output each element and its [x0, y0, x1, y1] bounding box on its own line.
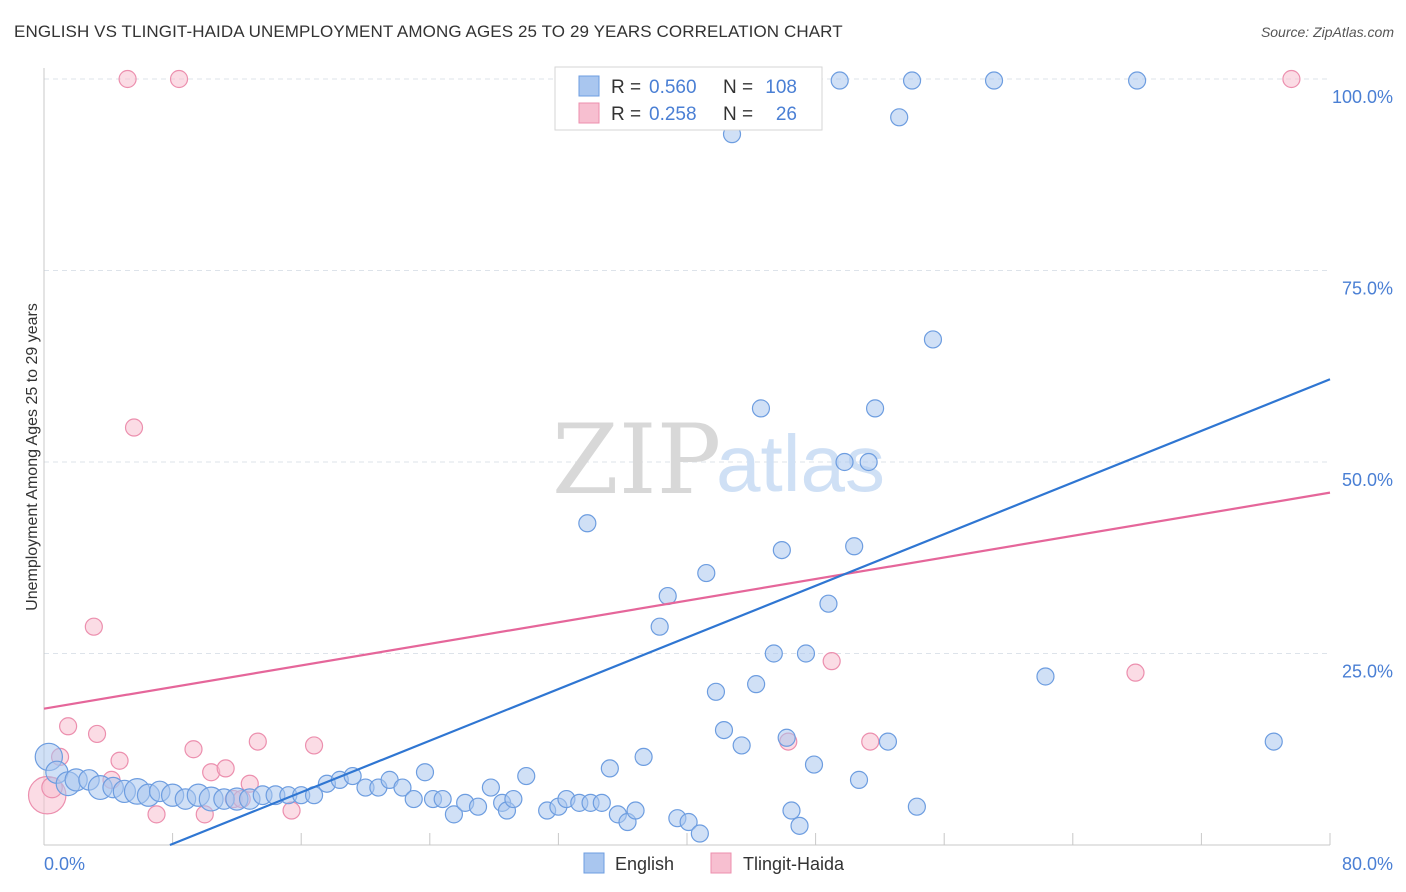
axes — [43, 68, 1331, 846]
english-point-72 — [790, 816, 809, 835]
english-point-66 — [747, 675, 766, 694]
tlingit-point-3 — [59, 717, 78, 736]
english-point-59 — [706, 682, 726, 701]
y-tick-label-2: 75.0% — [1342, 279, 1393, 299]
stats-legend: R = 0.560 N = 108 R = 0.258 N = 26 — [554, 66, 823, 131]
english-point-37 — [481, 778, 500, 797]
tlingit-point-25 — [1126, 663, 1145, 682]
tlingit-point-5 — [87, 724, 107, 744]
english-point-29 — [393, 778, 412, 797]
tlingit-point-7 — [110, 751, 129, 770]
watermark: ZIP atlas — [552, 404, 885, 516]
english-r-label: R = — [611, 77, 641, 98]
english-r-value: 0.560 — [649, 77, 697, 98]
english-point-67 — [751, 399, 771, 418]
english-point-53 — [650, 617, 669, 636]
tlingit-point-12 — [184, 740, 203, 759]
tlingit-point-24 — [861, 732, 880, 751]
tlingit-point-15 — [216, 759, 235, 778]
english-point-79 — [849, 770, 869, 789]
english-point-48 — [600, 759, 619, 778]
english-swatch — [578, 75, 600, 97]
english-point-90 — [907, 797, 926, 816]
english-point-47 — [592, 793, 611, 812]
tlingit-point-9 — [124, 418, 144, 437]
chart-title: ENGLISH VS TLINGIT-HAIDA UNEMPLOYMENT AM… — [14, 22, 843, 41]
y-tick-label-0: 25.0% — [1342, 662, 1393, 682]
tlingit-r-value: 0.258 — [649, 104, 697, 125]
english-point-36 — [468, 797, 488, 816]
english-point-68 — [764, 644, 783, 663]
legend-english-swatch — [583, 852, 605, 874]
english-point-70 — [777, 728, 796, 747]
tlingit-point-8 — [118, 69, 137, 89]
tlingit-r-label: R = — [611, 104, 641, 125]
english-point-87 — [1036, 667, 1055, 686]
english-point-69 — [772, 540, 791, 560]
x-tick-label-max: 80.0% — [1342, 854, 1393, 874]
english-point-56 — [679, 812, 698, 832]
english-point-73 — [796, 644, 816, 663]
grid-lines — [44, 78, 1330, 654]
watermark-zip: ZIP — [552, 404, 721, 516]
english-point-85 — [923, 330, 943, 349]
english-point-61 — [732, 736, 751, 755]
english-points — [34, 71, 1283, 843]
english-point-77 — [835, 452, 854, 472]
english-point-84 — [902, 71, 922, 90]
english-point-58 — [697, 563, 716, 583]
y-tick-label-1: 50.0% — [1342, 470, 1393, 490]
english-point-82 — [878, 732, 898, 751]
tlingit-n-label: N = — [723, 104, 753, 125]
tlingit-point-21 — [304, 736, 324, 755]
english-n-label: N = — [723, 77, 753, 98]
english-trend-line — [169, 378, 1331, 847]
english-point-57 — [690, 824, 709, 843]
legend-tlingit-label: Tlingit-Haida — [743, 854, 845, 874]
x-tick-label-min: 0.0% — [44, 854, 85, 874]
english-point-33 — [433, 789, 452, 809]
y-tick-labels: 25.0% 50.0% 75.0% 100.0% — [1332, 87, 1393, 682]
english-point-34 — [444, 805, 464, 824]
english-point-81 — [865, 399, 885, 418]
english-point-30 — [404, 789, 423, 809]
tlingit-point-20 — [282, 801, 301, 820]
tlingit-trend-line — [43, 491, 1331, 710]
english-point-60 — [714, 720, 734, 740]
english-point-76 — [830, 71, 849, 90]
english-point-88 — [1127, 71, 1147, 90]
legend-tlingit-swatch — [710, 852, 732, 874]
english-point-89 — [1264, 732, 1283, 751]
trend-lines — [43, 378, 1331, 847]
tlingit-n-value: 26 — [776, 104, 797, 125]
tlingit-swatch — [578, 102, 600, 124]
english-point-78 — [845, 537, 864, 556]
english-point-80 — [859, 452, 878, 472]
english-point-83 — [890, 108, 909, 127]
english-point-40 — [504, 789, 523, 809]
tlingit-point-10 — [147, 805, 166, 824]
english-point-41 — [517, 766, 536, 786]
english-point-31 — [415, 763, 435, 782]
tlingit-point-26 — [1282, 69, 1301, 89]
y-axis-label: Unemployment Among Ages 25 to 29 years — [24, 303, 41, 611]
english-point-71 — [782, 801, 801, 820]
english-point-86 — [984, 71, 1004, 90]
english-point-51 — [626, 801, 645, 820]
tlingit-point-11 — [169, 69, 189, 89]
watermark-atlas: atlas — [716, 419, 885, 508]
english-point-74 — [804, 755, 824, 774]
english-point-52 — [634, 747, 653, 767]
english-n-value: 108 — [765, 77, 797, 98]
y-tick-label-3: 100.0% — [1332, 87, 1393, 107]
english-point-62 — [578, 514, 597, 533]
tlingit-point-19 — [248, 732, 267, 751]
bottom-legend: English Tlingit-Haida — [583, 852, 845, 874]
tlingit-point-23 — [822, 652, 841, 671]
legend-english-label: English — [615, 854, 674, 874]
source-label: Source: ZipAtlas.com — [1260, 24, 1394, 40]
tlingit-point-4 — [84, 617, 103, 636]
english-point-75 — [819, 594, 838, 613]
